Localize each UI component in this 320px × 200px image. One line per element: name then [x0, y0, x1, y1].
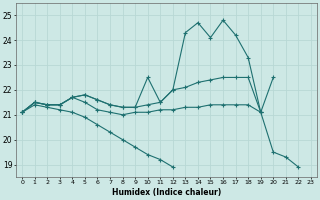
X-axis label: Humidex (Indice chaleur): Humidex (Indice chaleur) [112, 188, 221, 197]
